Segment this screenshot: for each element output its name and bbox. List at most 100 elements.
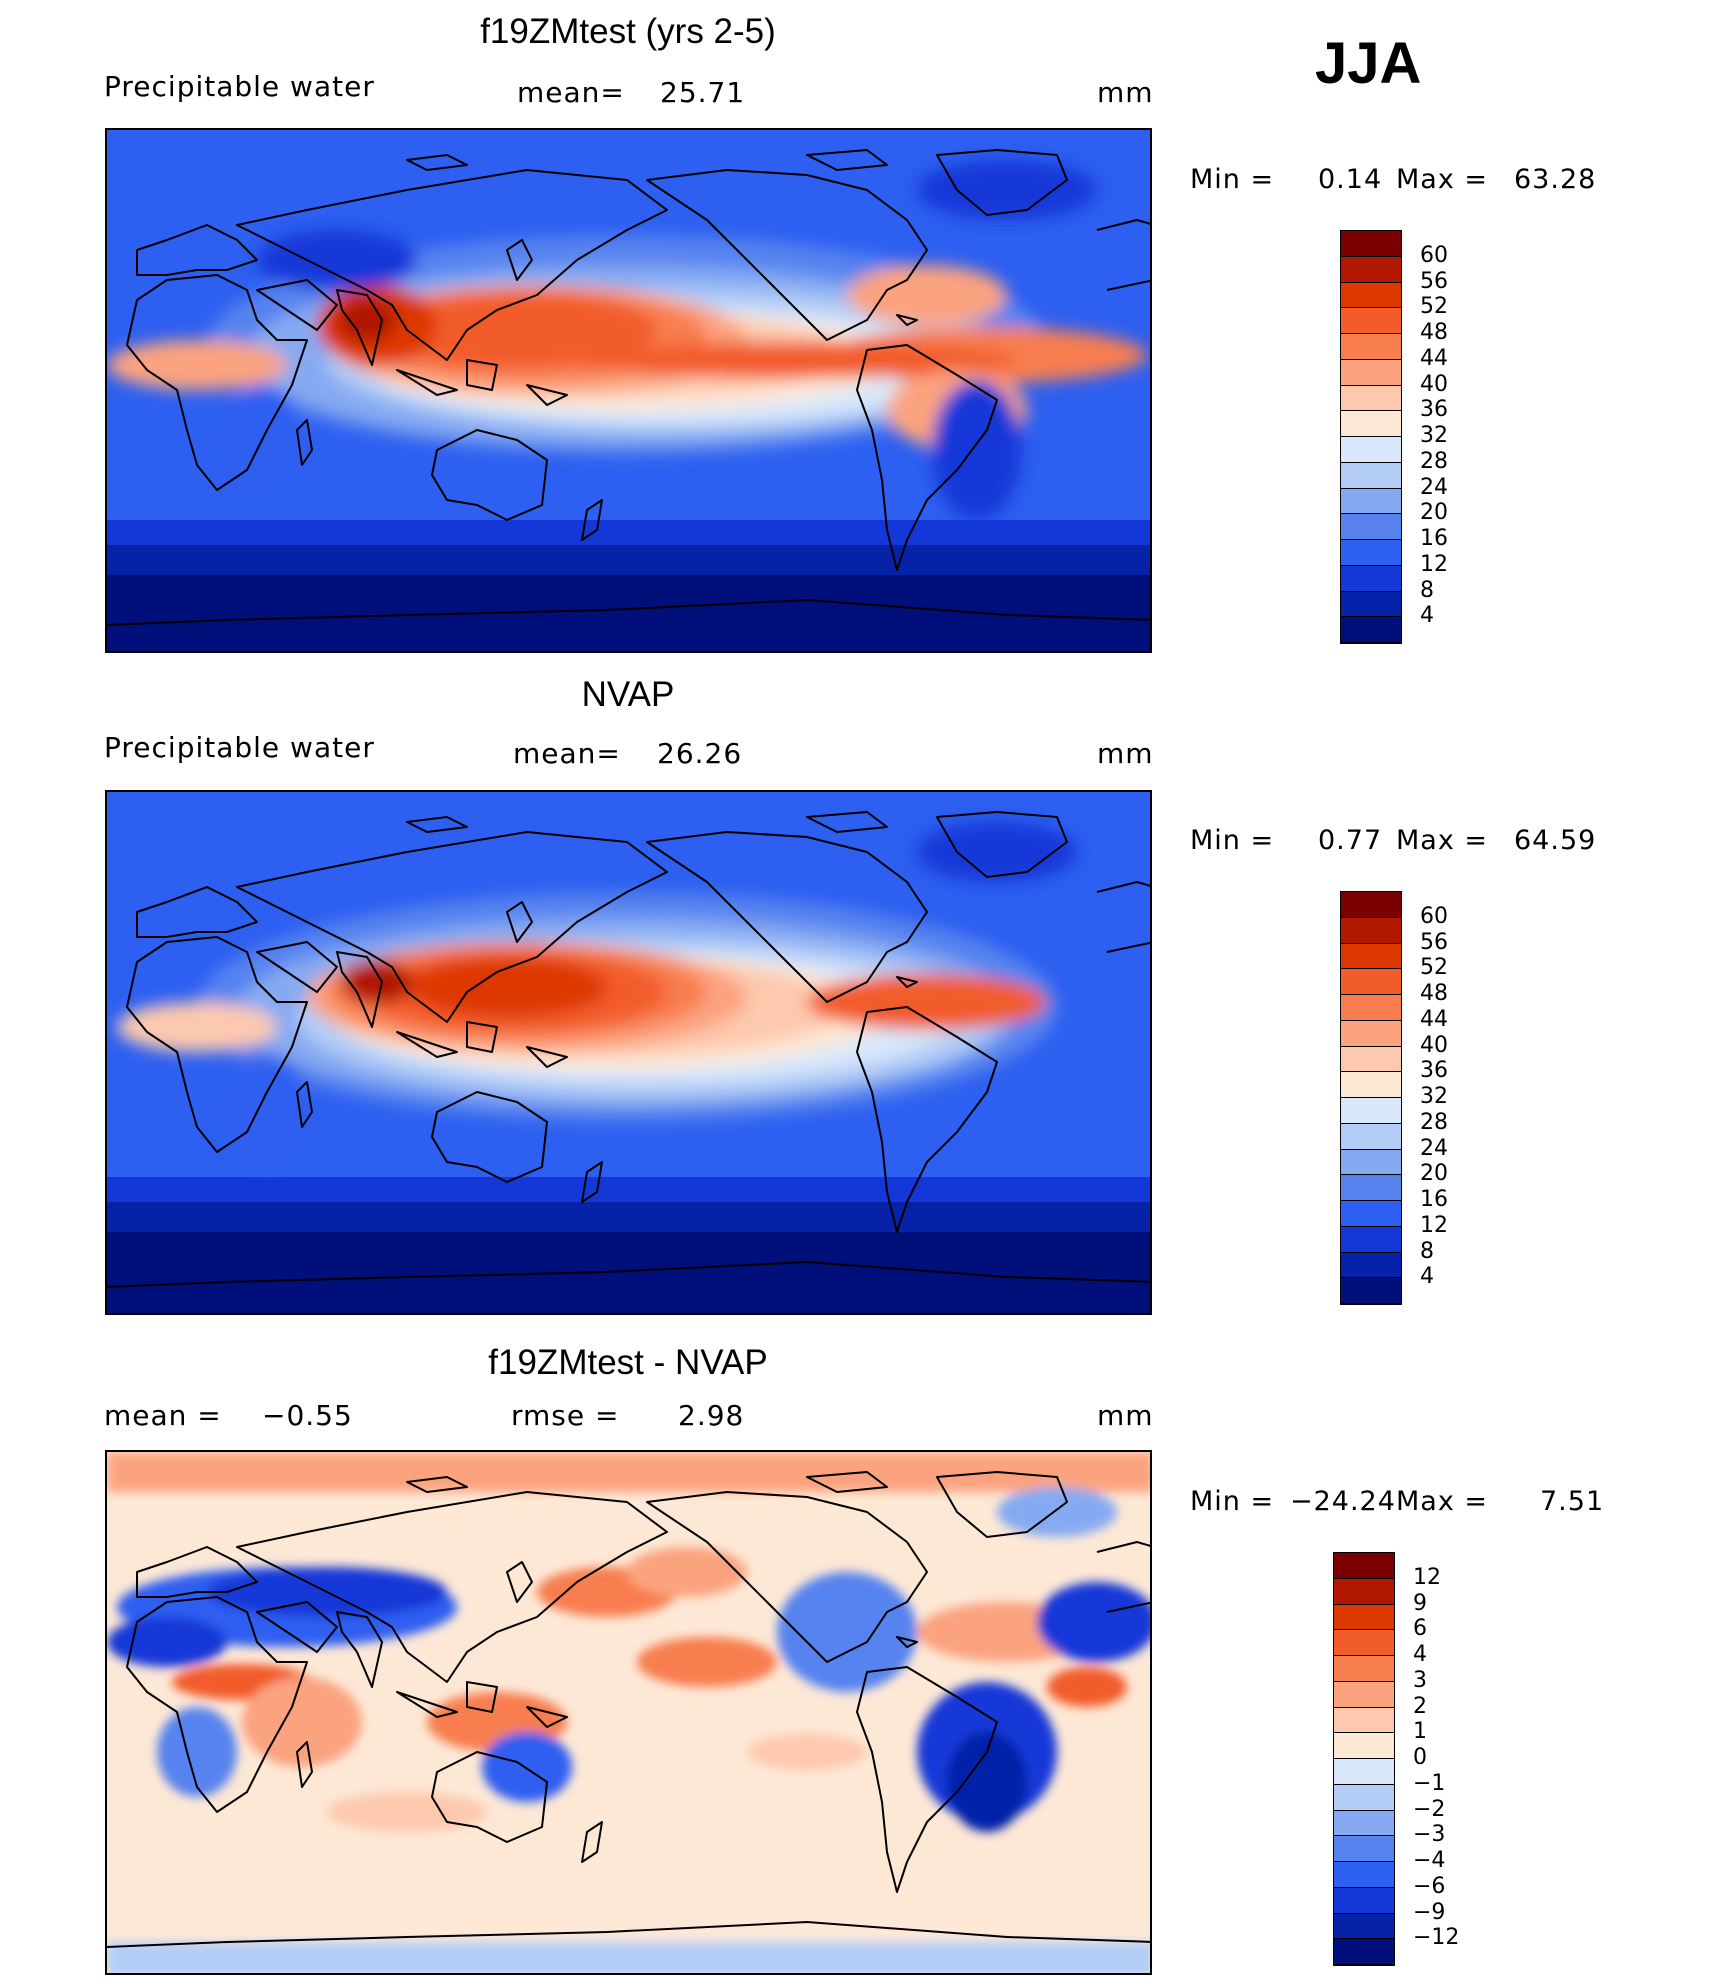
colorbar-tick-label: 28 — [1420, 448, 1448, 474]
colorbar-tick-label: −3 — [1413, 1822, 1446, 1848]
season-label: JJA — [1315, 31, 1422, 96]
colorbar-swatch — [1341, 995, 1401, 1021]
colorbar-swatch — [1341, 1123, 1401, 1150]
colorbar-swatch — [1334, 1707, 1394, 1734]
colorbar-swatch — [1341, 256, 1401, 283]
colorbar-tick-label: 16 — [1420, 1187, 1448, 1212]
colorbar-tick-label: 40 — [1420, 1032, 1448, 1058]
panel-3-min-label: Min = — [1190, 1486, 1275, 1517]
panel-3-rmse-label: rmse = — [511, 1399, 620, 1432]
colorbar-swatch — [1341, 1098, 1401, 1124]
colorbar-swatch — [1341, 1278, 1401, 1304]
colorbar-tick-label: 48 — [1420, 981, 1448, 1006]
colorbar-tick-label: −4 — [1413, 1848, 1446, 1873]
colorbar-swatch — [1334, 1630, 1394, 1656]
colorbar-tick-label: 9 — [1413, 1590, 1427, 1616]
colorbar-swatch — [1341, 334, 1401, 360]
colorbar-tick-label: 52 — [1420, 955, 1448, 981]
colorbar-tick-label: 56 — [1420, 929, 1448, 955]
colorbar-swatch — [1341, 1201, 1401, 1227]
colorbar-tick-label: 4 — [1420, 1264, 1434, 1290]
colorbar-tick-label: 32 — [1420, 423, 1448, 448]
colorbar-swatch — [1341, 385, 1401, 412]
colorbar-swatch — [1341, 437, 1401, 463]
colorbar-tick-label: 12 — [1413, 1564, 1441, 1590]
colorbar-tick-label: 60 — [1420, 903, 1448, 929]
panel-1-min-label: Min = — [1190, 164, 1275, 195]
panel-2-min-label: Min = — [1190, 825, 1275, 856]
colorbar-tick-label: 0 — [1413, 1745, 1427, 1770]
colorbar-swatch — [1341, 1175, 1401, 1201]
colorbar-swatch — [1334, 1836, 1394, 1862]
panel-3-title: f19ZMtest - NVAP — [488, 1343, 768, 1382]
colorbar-swatch — [1341, 892, 1401, 918]
colorbar-swatch — [1334, 1784, 1394, 1811]
panel-1-min-value: 0.14 — [1318, 164, 1383, 195]
colorbar-tick-label: −9 — [1413, 1899, 1446, 1925]
colorbar-tick-label: 48 — [1420, 320, 1448, 345]
colorbar-swatch — [1341, 231, 1401, 257]
colorbar-swatch — [1334, 1759, 1394, 1785]
colorbar-swatch — [1341, 943, 1401, 970]
panel-1-title: f19ZMtest (yrs 2-5) — [480, 12, 776, 51]
panel-1-variable-label: Precipitable water — [104, 70, 375, 103]
panel-2-title: NVAP — [581, 675, 675, 714]
colorbar-tick-label: 3 — [1413, 1667, 1427, 1693]
colorbar-swatch — [1334, 1553, 1394, 1579]
colorbar-tick-label: 2 — [1413, 1693, 1427, 1719]
colorbar-tick-label: 6 — [1413, 1616, 1427, 1642]
colorbar-swatch — [1334, 1656, 1394, 1682]
colorbar-swatch — [1341, 1252, 1401, 1279]
colorbar-swatch — [1341, 488, 1401, 515]
colorbar-tick-label: −6 — [1413, 1873, 1446, 1899]
panel-1-colorbar — [1340, 230, 1402, 644]
panel-1-units: mm — [1097, 76, 1154, 109]
panel-3-mean-label: mean = — [104, 1399, 222, 1432]
colorbar-tick-label: 24 — [1420, 474, 1448, 500]
panel-2-variable-label: Precipitable water — [104, 731, 375, 764]
colorbar-swatch — [1341, 1149, 1401, 1176]
panel-3-mean-value: −0.55 — [262, 1399, 353, 1432]
colorbar-swatch — [1341, 514, 1401, 540]
panel-3-map — [105, 1450, 1152, 1975]
colorbar-tick-label: 20 — [1420, 1161, 1448, 1187]
colorbar-swatch — [1334, 1887, 1394, 1914]
panel-2-mean-value: 26.26 — [657, 737, 743, 770]
colorbar-tick-label: 24 — [1420, 1135, 1448, 1161]
colorbar-swatch — [1341, 462, 1401, 489]
colorbar-swatch — [1334, 1939, 1394, 1965]
colorbar-tick-label: −2 — [1413, 1796, 1446, 1822]
colorbar-swatch — [1341, 1046, 1401, 1073]
panel-1-max-label: Max = — [1396, 164, 1489, 195]
colorbar-swatch — [1341, 1226, 1401, 1253]
panel-2-units: mm — [1097, 737, 1154, 770]
colorbar-tick-label: 44 — [1420, 345, 1448, 371]
panel-2-min-value: 0.77 — [1318, 825, 1383, 856]
colorbar-tick-label: 4 — [1420, 603, 1434, 629]
colorbar-tick-label: −1 — [1413, 1770, 1446, 1796]
panel-1-max-value: 63.28 — [1514, 164, 1597, 195]
panel-3-max-label: Max = — [1396, 1486, 1489, 1517]
colorbar-tick-label: 40 — [1420, 371, 1448, 397]
colorbar-swatch — [1334, 1862, 1394, 1888]
colorbar-tick-label: 8 — [1420, 1238, 1434, 1264]
colorbar-swatch — [1341, 591, 1401, 618]
panel-3-max-value: 7.51 — [1540, 1486, 1605, 1517]
colorbar-tick-label: 52 — [1420, 294, 1448, 320]
colorbar-tick-label: 28 — [1420, 1109, 1448, 1135]
colorbar-tick-label: 20 — [1420, 500, 1448, 526]
panel-3-colorbar — [1333, 1552, 1395, 1966]
colorbar-tick-label: 4 — [1413, 1642, 1427, 1667]
colorbar-tick-label: 56 — [1420, 268, 1448, 294]
colorbar-swatch — [1341, 540, 1401, 566]
panel-3-units: mm — [1097, 1399, 1154, 1432]
colorbar-swatch — [1334, 1810, 1394, 1837]
colorbar-swatch — [1341, 969, 1401, 995]
panel-3-min-value: −24.24 — [1290, 1486, 1396, 1517]
panel-1-map — [105, 128, 1152, 653]
panel-2-map — [105, 790, 1152, 1315]
colorbar-swatch — [1341, 1020, 1401, 1047]
panel-2-mean-label: mean= — [513, 737, 621, 770]
colorbar-swatch — [1341, 617, 1401, 643]
panel-3-rmse-value: 2.98 — [678, 1399, 745, 1432]
